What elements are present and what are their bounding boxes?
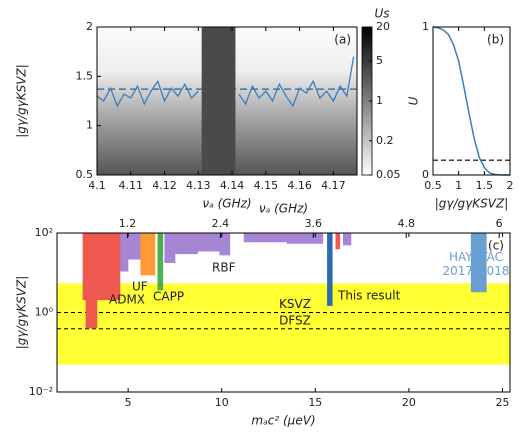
colorbar-tick-label: 0.2 <box>376 134 394 147</box>
x2-tick-label: 4.8 <box>397 217 415 230</box>
y-tick-label: 1.5 <box>76 69 94 82</box>
x2-tick-label: 3.6 <box>305 217 323 230</box>
x-tick-label: 4.11 <box>119 179 144 192</box>
region-label: RBF <box>212 261 236 275</box>
x-tick-label: 4.17 <box>321 179 346 192</box>
region-label: UF <box>132 280 148 294</box>
x-axis-label: mₐc² (μeV) <box>251 414 315 428</box>
plot-frame <box>56 232 511 393</box>
y-tick-label: 0 <box>422 168 429 181</box>
model-label: KSVZ <box>279 297 311 311</box>
y-tick-label: 10⁰ <box>35 306 54 319</box>
panel-label: (c) <box>488 239 504 253</box>
data-line <box>96 56 355 108</box>
exclusion-region <box>157 232 164 291</box>
region-label: HAYSTAC 2017–2018 <box>442 250 510 278</box>
x-tick-label: 5 <box>125 396 132 409</box>
model-label: DFSZ <box>279 313 311 327</box>
panel-label: (a) <box>334 33 351 47</box>
colorbar-tick-label: 0.05 <box>376 168 401 181</box>
masked-range <box>201 27 236 175</box>
y-tick-label: 0.5 <box>76 168 94 181</box>
y-tick-label: 10² <box>35 226 53 239</box>
x-tick-label: 4.16 <box>287 179 312 192</box>
exclusion-region <box>140 232 156 276</box>
x-tick-label: 4.12 <box>152 179 177 192</box>
x-tick-label: 1 <box>455 179 462 192</box>
y-tick-label: 1 <box>86 119 93 132</box>
x-tick-label: 4.13 <box>186 179 211 192</box>
panel-label: (b) <box>487 33 504 47</box>
x-tick-label: 15 <box>308 396 322 409</box>
x-tick-label: 2 <box>507 179 514 192</box>
y-axis-label: U <box>407 96 421 105</box>
x-tick-label: 1.5 <box>476 179 494 192</box>
colorbar-tick-label: 5 <box>376 54 383 67</box>
y-tick-label: 10⁻² <box>29 385 53 398</box>
colorbar-label: Us <box>374 7 389 21</box>
region-label: This result <box>337 289 401 303</box>
colorbar-tick-label: 1 <box>376 94 383 107</box>
region-label: ADMX <box>109 293 145 307</box>
exclusion-region <box>117 232 352 272</box>
x-tick-label: 4.14 <box>220 179 245 192</box>
x2-tick-label: 2.4 <box>212 217 230 230</box>
x-tick-label: 25 <box>496 396 510 409</box>
region-label-box: HAYSTAC 2017–2018 <box>442 250 510 278</box>
x2-axis-label: νₐ (GHz) <box>259 202 308 216</box>
x2-tick-label: 6 <box>496 217 503 230</box>
region-label: CAPP <box>153 290 184 304</box>
y-tick-label: 1 <box>422 20 429 33</box>
x2-tick-label: 1.2 <box>119 217 137 230</box>
y-axis-label: |gγ/gγKSVZ| <box>15 276 29 349</box>
y-tick-label: 2 <box>86 20 93 33</box>
data-line <box>432 26 510 176</box>
x-tick-label: 4.1 <box>88 179 106 192</box>
x-tick-label: 4.15 <box>254 179 279 192</box>
x-axis-label: |gγ/gγKSVZ| <box>435 197 508 211</box>
x-tick-label: 0.5 <box>424 179 442 192</box>
colorbar-tick-label: 20 <box>376 20 390 33</box>
exclusion-region <box>327 232 333 306</box>
x-axis-label: νₐ (GHz) <box>202 197 251 211</box>
y-axis-label: |gγ/gγKSVZ| <box>15 64 29 137</box>
x-tick-label: 20 <box>402 396 416 409</box>
plot-frame <box>96 26 358 176</box>
x-tick-label: 10 <box>215 396 229 409</box>
model-band <box>57 283 510 365</box>
plot-frame <box>432 26 511 176</box>
